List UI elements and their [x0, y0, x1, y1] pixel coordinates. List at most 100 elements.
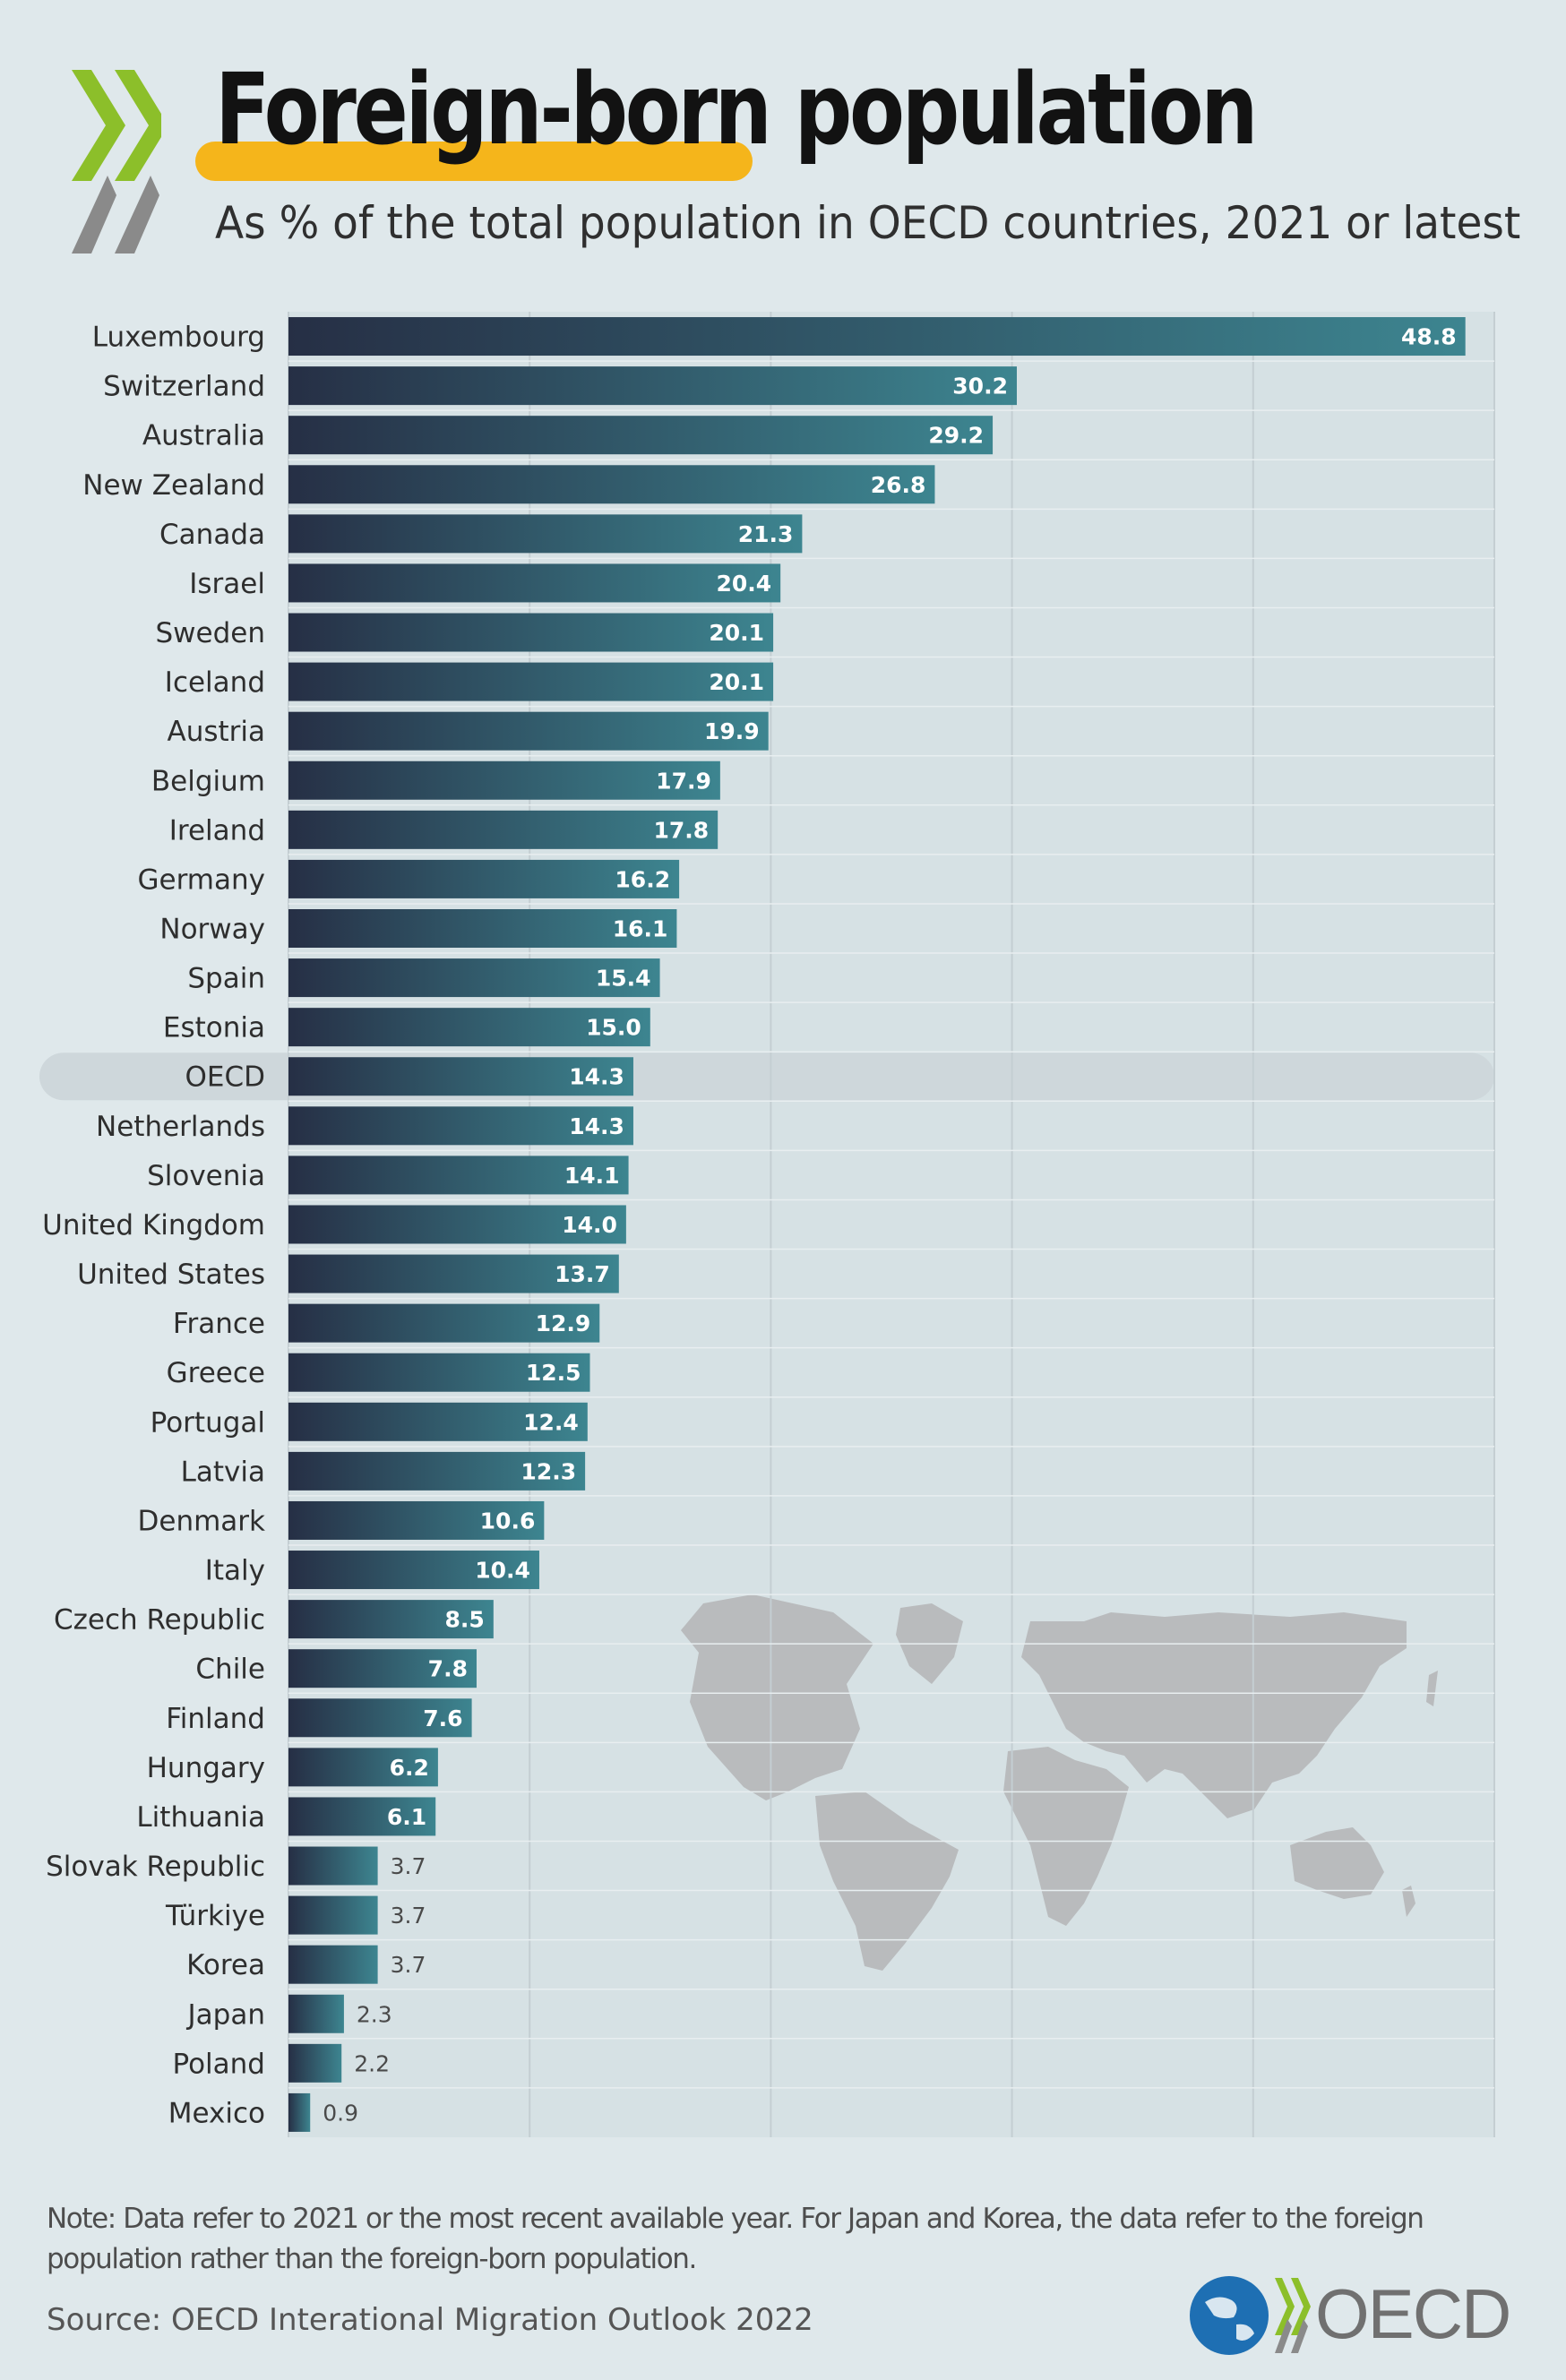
bar-korea [288, 1945, 378, 1984]
category-label: Hungary [147, 1752, 265, 1784]
category-label: Denmark [138, 1505, 266, 1537]
bar-austria [288, 711, 769, 751]
value-label: 10.4 [475, 1558, 530, 1584]
category-label: Netherlands [96, 1111, 265, 1143]
category-label: Czech Republic [54, 1604, 265, 1637]
bar-netherlands [288, 1106, 633, 1146]
category-label: Sweden [155, 617, 265, 649]
globe-icon [1190, 2276, 1269, 2355]
value-label: 12.4 [523, 1409, 579, 1435]
category-label: Türkiye [165, 1900, 265, 1932]
category-label: United Kingdom [42, 1209, 265, 1242]
bar-germany [288, 859, 680, 898]
bar-portugal [288, 1402, 588, 1441]
bar-iceland [288, 662, 774, 701]
value-label: 16.1 [613, 916, 668, 942]
category-label: OECD [185, 1061, 265, 1094]
value-label: 2.2 [354, 2050, 390, 2076]
category-label: Latvia [181, 1456, 265, 1488]
category-label: Finland [166, 1703, 265, 1735]
category-label: New Zealand [82, 469, 265, 502]
bar-norway [288, 909, 677, 948]
category-label: Italy [205, 1555, 265, 1587]
category-label: Ireland [169, 814, 265, 846]
bar-ireland [288, 810, 718, 849]
value-label: 17.9 [656, 768, 711, 794]
value-label: 14.3 [569, 1113, 624, 1139]
category-label: Slovenia [147, 1160, 265, 1192]
value-label: 26.8 [871, 472, 926, 498]
bar-slovak-republic [288, 1846, 378, 1886]
bar-chile [288, 1649, 477, 1688]
category-label: Portugal [151, 1406, 265, 1439]
value-label: 48.8 [1401, 324, 1457, 350]
category-label: Lithuania [136, 1801, 265, 1834]
category-label: Spain [187, 963, 265, 995]
value-label: 10.6 [480, 1508, 536, 1534]
category-label: Germany [138, 864, 265, 896]
value-label: 12.5 [526, 1360, 581, 1386]
category-label: Poland [173, 2048, 266, 2080]
bar-hungary [288, 1748, 438, 1787]
value-label: 2.3 [357, 2001, 392, 2027]
category-label: Slovak Republic [46, 1851, 265, 1883]
bar-czech-republic [288, 1600, 494, 1639]
oecd-logo-text: OECD [1315, 2274, 1511, 2353]
category-label: Israel [189, 568, 265, 600]
bar-canada [288, 514, 803, 554]
chart-note: Note: Data refer to 2021 or the most rec… [47, 2203, 1424, 2275]
bar-france [288, 1303, 600, 1343]
category-label: Switzerland [103, 371, 265, 403]
bar-poland [288, 2043, 342, 2083]
bar-lithuania [288, 1797, 436, 1836]
category-label: Mexico [168, 2097, 265, 2129]
value-label: 17.8 [653, 817, 709, 843]
value-label: 13.7 [555, 1261, 610, 1287]
value-label: 19.9 [704, 718, 760, 744]
chart-source: Source: OECD Interational Migration Outl… [47, 2302, 813, 2338]
bar-chart: Luxembourg Switzerland Australia New Zealan… [39, 312, 1495, 2137]
value-label: 14.1 [564, 1163, 620, 1189]
value-label: 6.1 [387, 1804, 426, 1830]
bar-sweden [288, 613, 774, 652]
value-label: 6.2 [390, 1755, 429, 1781]
bar-switzerland [288, 366, 1017, 406]
category-label: Norway [159, 914, 265, 946]
category-label: Iceland [165, 666, 265, 699]
bar-greece [288, 1353, 590, 1392]
category-label: Estonia [163, 1012, 265, 1044]
value-label: 16.2 [615, 866, 670, 892]
value-label: 12.9 [536, 1310, 591, 1336]
bar-latvia [288, 1451, 586, 1491]
bar-belgium [288, 760, 720, 800]
category-label: Belgium [151, 765, 265, 797]
page-subtitle: As % of the total population in OECD cou… [215, 197, 1521, 249]
value-label: 8.5 [445, 1607, 485, 1633]
category-label: Canada [159, 519, 265, 551]
value-label: 7.8 [428, 1656, 468, 1682]
value-label: 0.9 [323, 2100, 358, 2126]
value-label: 7.6 [423, 1706, 462, 1731]
value-label: 20.1 [709, 669, 764, 695]
value-label: 3.7 [391, 1853, 426, 1879]
category-label: United States [77, 1259, 265, 1291]
category-label: Luxembourg [92, 322, 265, 354]
bar-luxembourg [288, 317, 1466, 357]
bar-italy [288, 1551, 539, 1590]
category-label: Japan [186, 1998, 265, 2031]
category-label: France [173, 1308, 265, 1340]
category-label: Korea [186, 1949, 265, 1981]
bar-australia [288, 416, 994, 455]
bar-denmark [288, 1500, 545, 1540]
bar-israel [288, 563, 781, 603]
value-label: 3.7 [391, 1952, 426, 1978]
page-title: Foreign-born population [215, 52, 1259, 167]
value-label: 21.3 [738, 521, 794, 547]
bar-estonia [288, 1008, 650, 1047]
bar-new-zealand [288, 465, 935, 504]
category-label: Greece [167, 1357, 265, 1389]
bar-oecd [288, 1057, 633, 1096]
oecd-chevron-logo-icon [72, 70, 161, 253]
chevron-mark-icon [1275, 2278, 1311, 2353]
